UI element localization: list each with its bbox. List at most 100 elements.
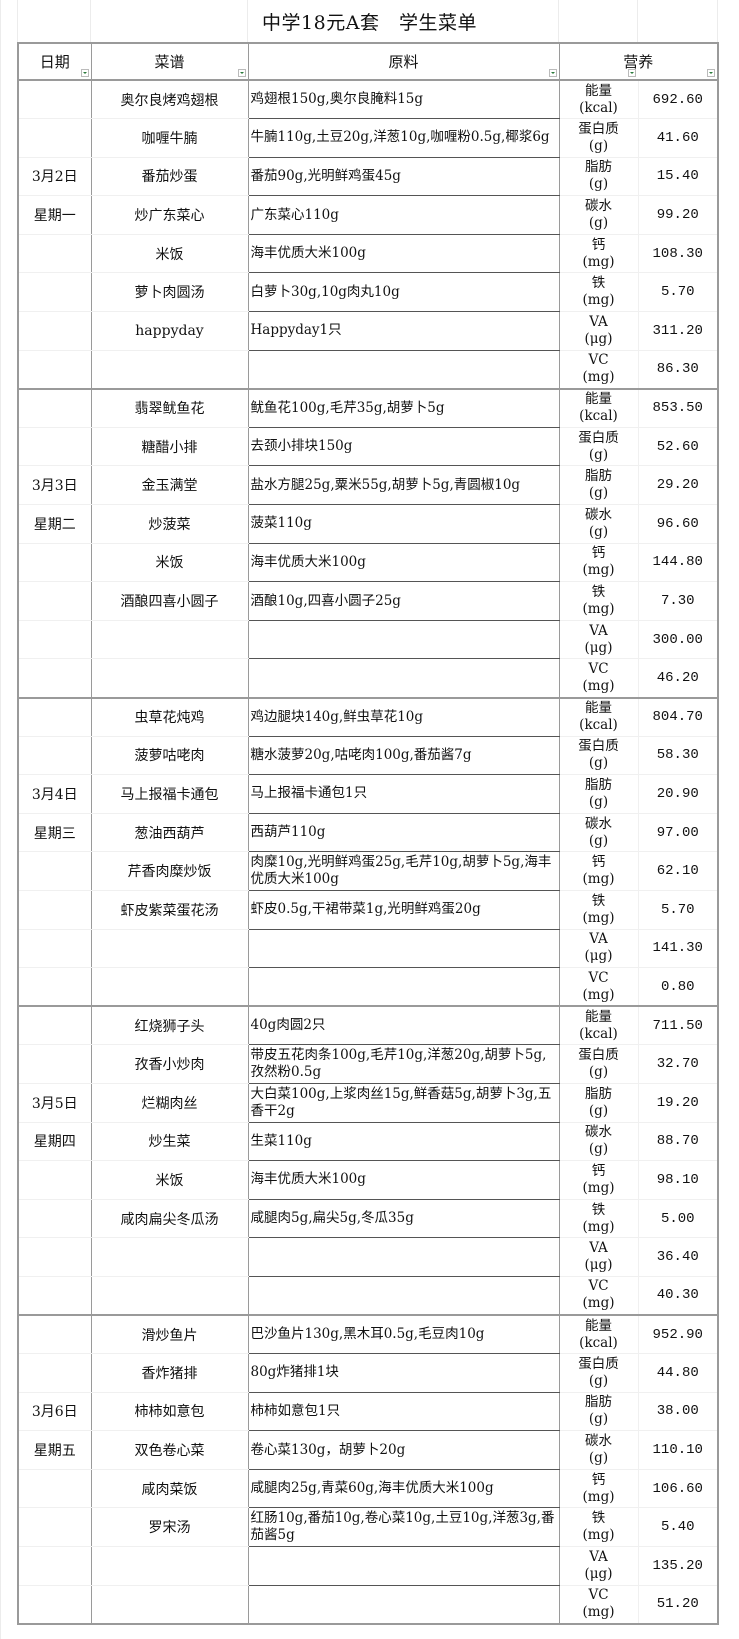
table-row: VC (mg) 40.30: [18, 1275, 718, 1316]
table-row: 翡翠鱿鱼花 鱿鱼花100g,毛芹35g,胡萝卜5g 能量 (kcal) 853.50: [18, 388, 718, 428]
date-cell: [18, 1469, 92, 1509]
ingredients-cell: 柿柿如意包1只: [247, 1391, 560, 1432]
header-nutrition-label: 营养: [623, 53, 654, 71]
nutrient-unit: (g): [588, 832, 609, 849]
nutrient-value-cell: 86.30: [638, 350, 718, 390]
header-ingredients-label: 原料: [388, 53, 419, 71]
dish-name-cell: 芹香肉糜炒饭: [91, 851, 249, 891]
ingredients-cell: 80g炸猪排1块: [247, 1353, 560, 1393]
dish-name-cell: [91, 967, 249, 1008]
dish-name-cell: [91, 929, 249, 969]
gridline: [247, 0, 248, 42]
table-row: 米饭 海丰优质大米100g 钙 (mg) 144.80: [18, 542, 718, 583]
table-row: VA (μg) 36.40: [18, 1237, 718, 1277]
ingredients-cell: 海丰优质大米100g: [247, 233, 560, 274]
nutrient-value-cell: 15.40: [638, 157, 718, 197]
table-row: 3月3日 金玉满堂 盐水方腿25g,粟米55g,胡萝卜5g,青圆椒10g 脂肪 (g) 2…: [18, 465, 718, 506]
filter-dropdown-icon[interactable]: [548, 69, 557, 77]
nutrient-label-cell: 蛋白质 (g): [559, 118, 639, 158]
date-cell: [18, 1585, 92, 1625]
nutrient-name: 能量: [585, 1008, 612, 1025]
nutrient-unit: (g): [588, 793, 609, 810]
date-cell: [18, 234, 92, 274]
nutrient-name: 脂肪: [585, 1394, 612, 1411]
date-cell: [18, 1199, 92, 1239]
nutrient-value-cell: 52.60: [638, 427, 718, 467]
nutrient-label-cell: VC (mg): [559, 350, 639, 390]
date-cell: [18, 581, 92, 621]
nutrient-name: 脂肪: [585, 1085, 612, 1102]
date-cell: 3月3日: [18, 465, 92, 506]
dish-name-cell: [91, 620, 249, 660]
nutrient-name: 蛋白质: [578, 120, 619, 137]
dish-name-cell: 双色卷心菜: [91, 1430, 249, 1470]
dish-name-cell: 滑炒鱼片: [91, 1315, 249, 1355]
nutrient-name: 铁: [591, 275, 606, 292]
dish-name-cell: 米饭: [91, 234, 249, 274]
nutrient-unit: (g): [588, 1411, 609, 1428]
nutrient-value-cell: 44.80: [638, 1353, 718, 1393]
ingredients-cell: 酒酿10g,四喜小圆子25g: [247, 581, 560, 621]
nutrient-label-cell: VC (mg): [559, 658, 639, 699]
filter-dropdown-icon[interactable]: [80, 69, 89, 77]
nutrient-label-cell: 铁 (mg): [559, 581, 639, 621]
table-row: 孜香小炒肉 带皮五花肉条100g,毛芹10g,洋葱20g,胡萝卜5g,孜然粉0.5…: [18, 1044, 718, 1084]
table-row: VA (μg) 135.20: [18, 1546, 718, 1586]
nutrient-label-cell: 能量 (kcal): [559, 697, 639, 737]
nutrient-value-cell: 20.90: [638, 774, 718, 814]
nutrient-value-cell: 97.00: [638, 813, 718, 853]
ingredients-cell: [247, 349, 560, 390]
ingredients-cell: 番茄90g,光明鲜鸡蛋45g: [247, 156, 560, 197]
nutrient-label-cell: VA (μg): [559, 1237, 639, 1277]
nutrient-unit: (mg): [582, 601, 615, 618]
dish-name-cell: 糖醋小排: [91, 427, 249, 467]
nutrient-value-cell: 110.10: [638, 1430, 718, 1470]
dish-name-cell: 酒酿四喜小圆子: [91, 581, 249, 621]
gridline: [637, 0, 638, 42]
ingredients-cell: 去颈小排块150g: [247, 426, 560, 467]
nutrient-label-cell: 脂肪 (g): [559, 1392, 639, 1432]
nutrient-unit: (kcal): [579, 717, 618, 734]
date-cell: [18, 736, 92, 776]
nutrient-unit: (mg): [582, 1488, 615, 1505]
dish-name-cell: 虾皮紫菜蛋花汤: [91, 890, 249, 930]
ingredients-cell: 菠菜110g: [247, 504, 560, 544]
dish-name-cell: 金玉满堂: [91, 465, 249, 506]
table-row: 3月2日 番茄炒蛋 番茄90g,光明鲜鸡蛋45g 脂肪 (g) 15.40: [18, 156, 718, 197]
dish-name-cell: 米饭: [91, 1160, 249, 1200]
nutrient-value-cell: 98.10: [638, 1160, 718, 1200]
date-cell: [18, 929, 92, 969]
filter-dropdown-icon[interactable]: [237, 69, 246, 77]
ingredients-cell: 虾皮0.5g,干裙带菜1g,光明鲜鸡蛋20g: [247, 889, 560, 930]
nutrient-value-cell: 5.70: [638, 272, 718, 313]
nutrient-value-cell: 32.70: [638, 1044, 718, 1084]
nutrient-value-cell: 135.20: [638, 1546, 718, 1586]
filter-dropdown-icon[interactable]: [707, 69, 715, 77]
header-date: 日期: [18, 43, 92, 81]
nutrient-name: 能量: [585, 82, 612, 99]
nutrient-label-cell: 碳水 (g): [559, 504, 639, 544]
ingredients-cell: [247, 1546, 560, 1586]
ingredients-cell: 巴沙鱼片130g,黑木耳0.5g,毛豆肉10g: [247, 1314, 560, 1355]
nutrient-label-cell: VC (mg): [559, 1585, 639, 1625]
date-cell: [18, 388, 92, 428]
dish-name-cell: [91, 1585, 249, 1625]
nutrient-unit: (g): [588, 1141, 609, 1158]
nutrient-value-cell: 692.60: [638, 80, 718, 120]
nutrient-label-cell: 碳水 (g): [559, 195, 639, 235]
table-row: 星期二 炒菠菜 菠菜110g 碳水 (g) 96.60: [18, 504, 718, 544]
nutrient-label-cell: 铁 (mg): [559, 1507, 639, 1548]
ingredients-cell: 肉糜10g,光明鲜鸡蛋25g,毛芹10g,胡萝卜5g,海丰优质大米100g: [247, 851, 560, 891]
table-row: 滑炒鱼片 巴沙鱼片130g,黑木耳0.5g,毛豆肉10g 能量 (kcal) 952.9…: [18, 1314, 718, 1355]
nutrient-unit: (g): [588, 176, 609, 193]
dish-name-cell: 炒生菜: [91, 1122, 249, 1162]
dish-name-cell: [91, 658, 249, 699]
filter-dropdown-icon[interactable]: [628, 69, 636, 77]
table-row: happyday Happyday1只 VA (μg) 311.20: [18, 311, 718, 351]
table-row: VC (mg) 51.20: [18, 1584, 718, 1625]
nutrient-unit: (g): [588, 485, 609, 502]
nutrient-unit: (mg): [582, 1179, 615, 1196]
date-cell: [18, 80, 92, 120]
nutrient-value-cell: 300.00: [638, 620, 718, 660]
nutrient-label-cell: 蛋白质 (g): [559, 1353, 639, 1393]
